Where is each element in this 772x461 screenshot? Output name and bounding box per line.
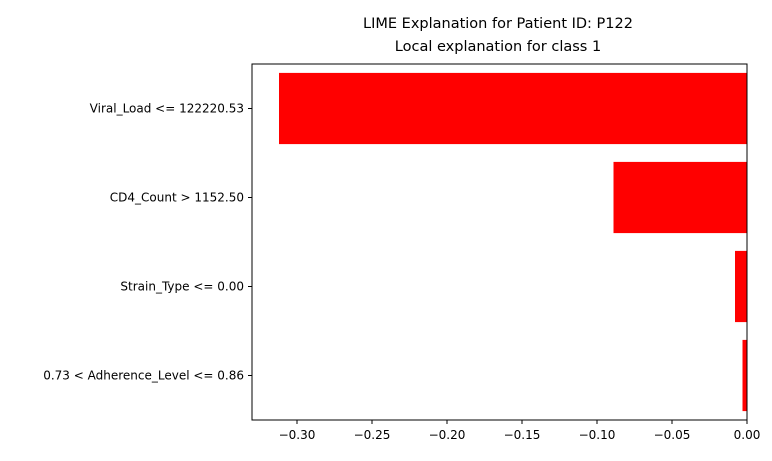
y-tick-label: CD4_Count > 1152.50 bbox=[110, 191, 244, 205]
y-tick-label: Strain_Type <= 0.00 bbox=[120, 280, 244, 294]
bar-group bbox=[279, 72, 747, 412]
plot-frame bbox=[251, 63, 748, 421]
x-tick-label: −0.20 bbox=[429, 428, 466, 442]
x-tick-label: −0.25 bbox=[354, 428, 391, 442]
bar-3 bbox=[742, 339, 747, 412]
x-axis-ticks: −0.30 −0.25 −0.20 −0.15 −0.10 −0.05 0.00 bbox=[279, 420, 761, 442]
bar-2 bbox=[735, 250, 747, 323]
chart-suptitle: LIME Explanation for Patient ID: P122 bbox=[363, 16, 633, 32]
bar-1 bbox=[613, 161, 747, 234]
y-axis-ticks: Viral_Load <= 122220.53 CD4_Count > 1152.… bbox=[43, 102, 252, 383]
x-tick-label: 0.00 bbox=[734, 428, 761, 442]
chart-title: Local explanation for class 1 bbox=[395, 39, 601, 55]
y-tick-label: 0.73 < Adherence_Level <= 0.86 bbox=[43, 369, 244, 383]
x-tick-label: −0.15 bbox=[504, 428, 541, 442]
x-tick-label: −0.10 bbox=[579, 428, 616, 442]
bar-0 bbox=[279, 72, 747, 145]
x-tick-label: −0.30 bbox=[279, 428, 316, 442]
y-tick-label: Viral_Load <= 122220.53 bbox=[90, 102, 244, 116]
x-tick-label: −0.05 bbox=[654, 428, 691, 442]
